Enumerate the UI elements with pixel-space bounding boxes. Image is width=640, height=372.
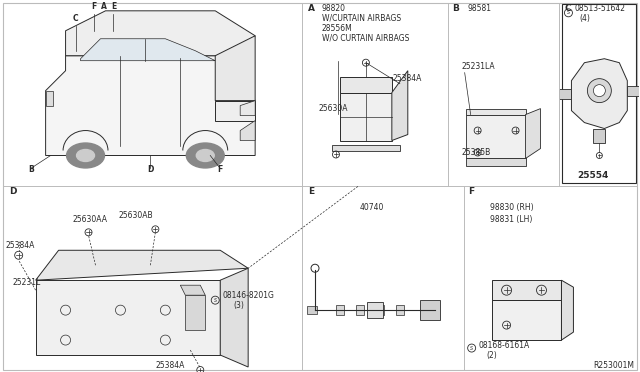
Polygon shape	[180, 285, 205, 295]
Polygon shape	[340, 77, 392, 93]
Text: D: D	[147, 166, 154, 174]
Text: C: C	[73, 14, 78, 23]
Text: (4): (4)	[579, 14, 590, 23]
Text: 40740: 40740	[360, 203, 384, 212]
Text: 08513-51642: 08513-51642	[575, 4, 625, 13]
Polygon shape	[45, 56, 255, 155]
Text: F: F	[91, 2, 96, 11]
Polygon shape	[356, 305, 364, 315]
Polygon shape	[593, 129, 605, 142]
Text: S: S	[470, 346, 473, 350]
Text: W/O CURTAIN AIRBAGS: W/O CURTAIN AIRBAGS	[322, 34, 410, 43]
Text: 08168-6161A: 08168-6161A	[479, 341, 530, 350]
Polygon shape	[36, 250, 248, 280]
Text: S: S	[214, 298, 217, 303]
Text: (3): (3)	[233, 301, 244, 310]
Polygon shape	[376, 305, 384, 315]
Text: E: E	[111, 2, 116, 11]
Text: 28556M: 28556M	[322, 24, 353, 33]
Text: D: D	[9, 187, 16, 196]
Polygon shape	[240, 100, 255, 116]
Polygon shape	[466, 115, 525, 158]
Polygon shape	[420, 300, 440, 320]
Text: 25384A: 25384A	[393, 74, 422, 83]
Text: S: S	[567, 10, 570, 15]
Text: 25384A: 25384A	[156, 361, 185, 370]
Polygon shape	[396, 305, 404, 315]
Polygon shape	[466, 109, 525, 115]
Circle shape	[588, 78, 611, 103]
Ellipse shape	[186, 143, 224, 168]
Text: 25231L: 25231L	[13, 278, 41, 287]
Text: 98581: 98581	[468, 4, 492, 13]
Text: F: F	[468, 187, 474, 196]
Polygon shape	[367, 302, 383, 318]
Polygon shape	[215, 36, 255, 100]
Polygon shape	[215, 100, 255, 121]
Polygon shape	[336, 305, 344, 315]
Text: 25231LA: 25231LA	[461, 62, 495, 71]
Polygon shape	[559, 89, 572, 99]
Polygon shape	[525, 109, 541, 158]
Polygon shape	[307, 306, 317, 314]
Text: 25384A: 25384A	[6, 241, 35, 250]
Polygon shape	[392, 71, 408, 141]
Text: B: B	[452, 4, 459, 13]
Polygon shape	[340, 93, 392, 141]
Polygon shape	[627, 86, 640, 96]
Text: R253001M: R253001M	[593, 361, 634, 370]
Text: 25385B: 25385B	[461, 148, 491, 157]
Circle shape	[593, 85, 605, 97]
Text: 25630AA: 25630AA	[72, 215, 108, 224]
Polygon shape	[65, 11, 255, 56]
Text: 98831 (LH): 98831 (LH)	[490, 215, 532, 224]
Ellipse shape	[67, 143, 104, 168]
Ellipse shape	[77, 150, 95, 161]
Text: B: B	[28, 166, 33, 174]
Text: 25554: 25554	[577, 171, 609, 180]
Text: F: F	[218, 166, 223, 174]
Polygon shape	[81, 39, 215, 61]
Text: 25630A: 25630A	[318, 103, 348, 113]
Polygon shape	[240, 121, 255, 141]
Polygon shape	[45, 91, 52, 106]
Text: W/CURTAIN AIRBAGS: W/CURTAIN AIRBAGS	[322, 14, 401, 23]
Polygon shape	[332, 144, 400, 151]
Polygon shape	[466, 158, 525, 166]
Text: A: A	[308, 4, 315, 13]
Polygon shape	[36, 280, 220, 355]
Polygon shape	[572, 59, 627, 129]
Polygon shape	[492, 300, 561, 340]
Ellipse shape	[196, 150, 214, 161]
Polygon shape	[492, 280, 561, 300]
Bar	[563, 4, 636, 183]
Polygon shape	[561, 280, 573, 340]
Polygon shape	[186, 295, 205, 330]
Text: 98820: 98820	[322, 4, 346, 13]
Text: 25630AB: 25630AB	[118, 211, 153, 220]
Text: C: C	[564, 4, 571, 13]
Text: (2): (2)	[486, 351, 497, 360]
Text: 98830 (RH): 98830 (RH)	[490, 203, 533, 212]
Text: E: E	[308, 187, 314, 196]
Text: A: A	[100, 2, 106, 11]
Polygon shape	[220, 268, 248, 367]
Text: 08146-8201G: 08146-8201G	[222, 291, 274, 300]
